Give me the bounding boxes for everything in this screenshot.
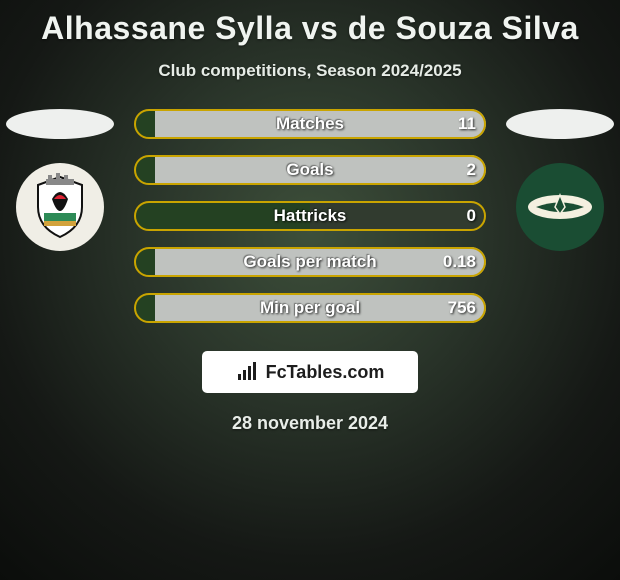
stat-label: Goals (286, 160, 333, 180)
bar-left-fill (134, 247, 155, 277)
stat-bar: Matches 11 (134, 109, 486, 139)
comparison-chart: Matches 11 Goals 2 Hattricks 0 Goals per match… (0, 109, 620, 329)
bar-left-fill (134, 155, 155, 185)
stat-value-right: 11 (458, 114, 476, 134)
bar-left-fill (134, 293, 155, 323)
date-label: 28 november 2024 (0, 413, 620, 434)
stat-value-right: 2 (467, 160, 476, 180)
page-title: Alhassane Sylla vs de Souza Silva (0, 0, 620, 47)
stat-bar: Goals 2 (134, 155, 486, 185)
stat-label: Min per goal (260, 298, 360, 318)
stat-label: Hattricks (274, 206, 347, 226)
brand-icon (236, 362, 260, 382)
stat-bar: Goals per match 0.18 (134, 247, 486, 277)
stat-value-right: 0 (467, 206, 476, 226)
player-left-column (0, 109, 120, 251)
subtitle: Club competitions, Season 2024/2025 (0, 61, 620, 81)
stat-label: Goals per match (243, 252, 376, 272)
stat-label: Matches (276, 114, 344, 134)
brand-label: FcTables.com (266, 362, 385, 383)
player-right-column (500, 109, 620, 251)
stat-value-right: 0.18 (443, 252, 476, 272)
player-right-avatar (506, 109, 614, 139)
club-right-logo (516, 163, 604, 251)
player-left-avatar (6, 109, 114, 139)
stat-bar: Min per goal 756 (134, 293, 486, 323)
bar-left-fill (134, 109, 155, 139)
brand-box: FcTables.com (202, 351, 418, 393)
stat-bar: Hattricks 0 (134, 201, 486, 231)
stat-value-right: 756 (448, 298, 476, 318)
club-left-logo (16, 163, 104, 251)
stat-bars: Matches 11 Goals 2 Hattricks 0 Goals per match… (134, 109, 486, 339)
